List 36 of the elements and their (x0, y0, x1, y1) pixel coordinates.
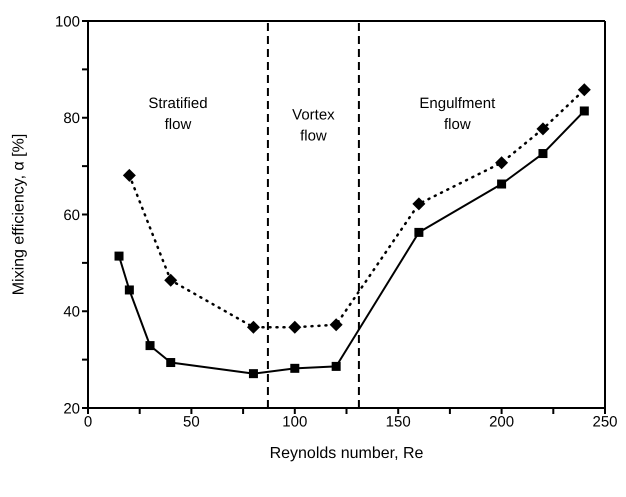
annotation: Vortex flow (292, 106, 336, 144)
annotation: Stratified flow (148, 94, 208, 133)
point (164, 274, 178, 287)
x-tick-label: 100 (282, 414, 308, 431)
point (166, 358, 176, 368)
point (497, 180, 506, 189)
point (124, 285, 134, 294)
point (578, 83, 591, 96)
point (332, 362, 341, 371)
point (414, 228, 424, 237)
point (246, 320, 260, 334)
point (146, 341, 155, 350)
point (122, 168, 136, 182)
point (330, 318, 343, 332)
x-tick-label: 150 (386, 414, 411, 431)
point (290, 364, 300, 373)
point (288, 320, 302, 334)
point (412, 197, 426, 210)
point (248, 369, 258, 378)
y-tick-label: 100 (54, 13, 80, 30)
point (114, 252, 124, 261)
x-tick-label: 250 (592, 414, 618, 431)
annotation: Engulfment flow (419, 94, 496, 133)
y-tick-label: 80 (63, 110, 80, 128)
y-tick-label: 60 (63, 206, 80, 224)
point (538, 149, 548, 158)
point (580, 106, 589, 116)
x-axis-title: Reynolds number, Re (270, 445, 424, 462)
x-tick-label: 50 (183, 414, 200, 431)
point (495, 156, 508, 170)
y-axis-title: Mixing efficiency, α [%] (10, 134, 28, 296)
y-tick-label: 20 (63, 400, 80, 418)
y-tick-label: 40 (63, 304, 80, 321)
x-tick-label: 0 (84, 414, 92, 431)
x-tick-label: 200 (489, 414, 514, 431)
point (536, 122, 550, 136)
